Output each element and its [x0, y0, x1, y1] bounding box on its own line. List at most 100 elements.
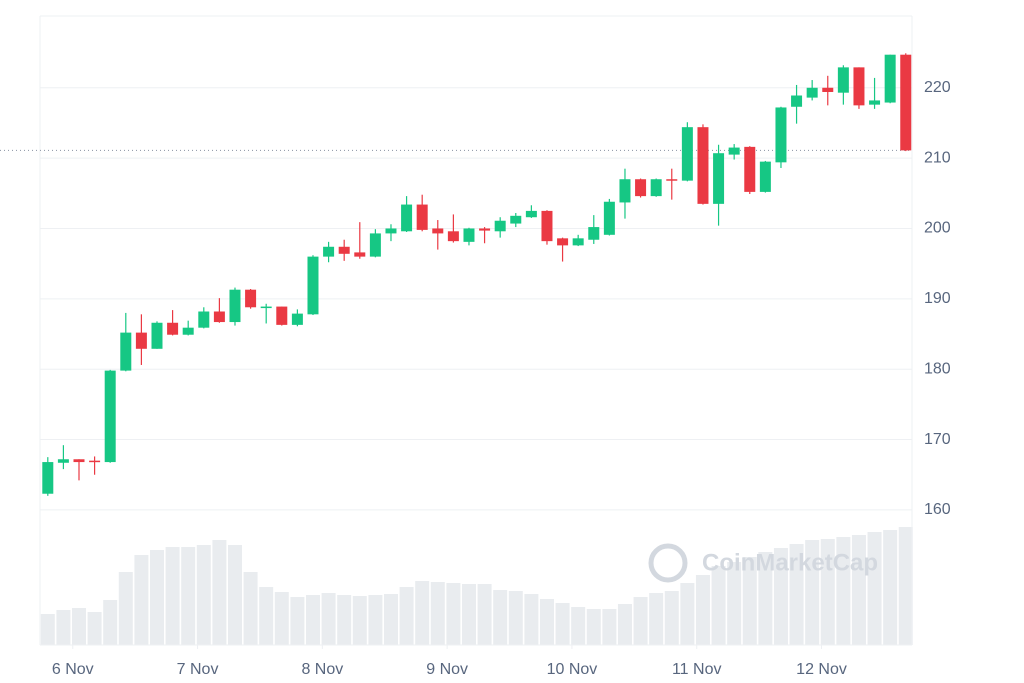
candle-body — [494, 220, 506, 232]
candle-body — [681, 127, 693, 181]
volume-bar — [602, 609, 617, 645]
candle-body — [167, 322, 179, 335]
candle-body — [479, 228, 491, 231]
candle-body — [557, 238, 569, 246]
candle-body — [775, 107, 787, 163]
candle-body — [744, 146, 756, 192]
x-tick-label: 8 Nov — [301, 661, 343, 678]
volume-bar — [664, 591, 679, 645]
candle-body — [416, 204, 428, 230]
volume-bar — [227, 545, 242, 645]
candle-body — [260, 306, 272, 309]
candle-body — [806, 87, 818, 98]
candle-body — [338, 246, 350, 254]
candle-body — [463, 228, 475, 242]
volume-bar — [539, 599, 554, 645]
x-tick-label: 10 Nov — [547, 661, 598, 678]
candle-body — [666, 179, 678, 181]
candle-body — [697, 127, 709, 204]
volume-bar — [290, 597, 305, 645]
candle-body — [759, 161, 771, 192]
volume-bar — [649, 593, 664, 645]
candle-body — [728, 147, 740, 155]
watermark: CoinMarketCap — [648, 543, 878, 583]
volume-bar — [165, 547, 180, 645]
candle-body — [182, 327, 194, 335]
volume-bar — [883, 530, 898, 645]
candle-body — [151, 322, 163, 349]
y-tick-label: 210 — [924, 149, 951, 166]
volume-bar — [71, 608, 86, 645]
candle-body — [635, 179, 647, 197]
volume-bar — [617, 604, 632, 645]
volume-bar — [415, 581, 430, 645]
candle-body — [884, 54, 896, 103]
volume-bar — [508, 591, 523, 645]
y-tick-label: 190 — [924, 290, 951, 307]
volume-bar — [274, 592, 289, 645]
volume-bar — [898, 527, 913, 645]
candle-body — [135, 332, 147, 349]
volume-bar — [727, 562, 742, 645]
x-tick-label: 9 Nov — [426, 661, 468, 678]
volume-bar — [118, 572, 133, 645]
candle-body — [447, 231, 459, 242]
volume-bar — [243, 572, 258, 645]
volume-bar — [352, 596, 367, 645]
volume-bar — [212, 540, 227, 645]
volume-bar — [399, 587, 414, 645]
volume-bar — [493, 590, 508, 645]
volume-bar — [477, 584, 492, 645]
x-tick-label: 12 Nov — [796, 661, 847, 678]
volume-bar — [742, 557, 757, 645]
volume-bar — [103, 600, 118, 645]
volume-bar — [851, 535, 866, 645]
volume-bar — [586, 609, 601, 645]
candle-body — [900, 54, 912, 151]
volume-bar — [633, 597, 648, 645]
candle-body — [510, 215, 522, 224]
volume-bar — [321, 593, 336, 645]
candle-body — [619, 179, 631, 203]
candle-body — [229, 289, 241, 323]
candle-body — [837, 67, 849, 93]
candle-body — [853, 67, 865, 106]
candle-body — [291, 313, 303, 325]
candle-body — [588, 227, 600, 240]
volume-bar — [337, 595, 352, 645]
watermark-text: CoinMarketCap — [702, 549, 878, 576]
candle-body — [104, 370, 116, 463]
candle-body — [869, 100, 881, 105]
y-tick-label: 160 — [924, 501, 951, 518]
volume-bar — [134, 555, 149, 645]
x-tick-label: 11 Nov — [672, 661, 722, 678]
volume-bar — [87, 612, 102, 645]
candle-body — [385, 228, 397, 234]
volume-bar — [758, 552, 773, 645]
candle-body — [42, 462, 54, 494]
candle-body — [73, 459, 85, 463]
volume-bar — [695, 575, 710, 645]
candle-body — [276, 306, 288, 325]
volume-bar — [773, 548, 788, 645]
volume-bar — [181, 547, 196, 645]
volume-bar — [368, 595, 383, 645]
volume-bar — [446, 583, 461, 645]
candle-body — [245, 289, 257, 308]
volume-bar — [789, 544, 804, 645]
candle-body — [354, 252, 366, 257]
volume-bar — [820, 539, 835, 645]
volume-bar — [430, 582, 445, 645]
volume-bar — [149, 550, 164, 645]
volume-bar — [711, 566, 726, 645]
x-tick-label: 7 Nov — [177, 661, 219, 678]
candle-body — [198, 311, 210, 328]
volume-bar — [555, 603, 570, 645]
volume-bar — [571, 607, 586, 645]
candle-body — [323, 246, 335, 257]
candle-body — [541, 210, 553, 242]
volume-bar — [383, 594, 398, 645]
y-tick-label: 180 — [924, 360, 951, 377]
volume-bar — [305, 595, 320, 645]
volume-bar — [805, 540, 820, 645]
